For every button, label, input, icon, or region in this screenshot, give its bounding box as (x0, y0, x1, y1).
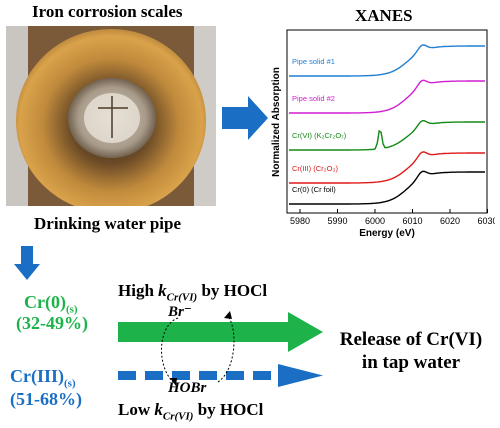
spectrum-line (289, 79, 485, 114)
legend-label: Cr(VI) (K₂Cr₂O₇) (292, 131, 347, 140)
release-text: Release of Cr(VI) in tap water (326, 328, 496, 374)
k-symbol: k (154, 400, 163, 419)
x-tick-label: 6020 (440, 216, 460, 226)
cycle-left (161, 317, 179, 383)
high-k-label: High kCr(VI) by HOCl (118, 281, 267, 303)
x-tick-label: 6030 (477, 216, 495, 226)
cr0-oxidation-arrow (118, 312, 323, 352)
cr3-percent: (51-68%) (10, 389, 82, 409)
release-line2: in tap water (361, 352, 461, 373)
x-tick-label: 5990 (327, 216, 347, 226)
release-line1: Release of Cr(VI) (339, 329, 483, 350)
hobr-label: HOBr (168, 380, 207, 396)
cycle-right (217, 315, 235, 383)
spectrum-line (289, 170, 485, 205)
photo-caption: Drinking water pipe (34, 214, 182, 233)
xanes-svg: Normalized Absorption Energy (eV) 5980 59… (271, 29, 498, 239)
y-axis-label: Normalized Absorption (271, 67, 282, 177)
k-symbol: k (158, 281, 167, 300)
cr0-percent: (32-49%) (16, 313, 88, 333)
by-hocl: by HOCl (197, 400, 264, 419)
cr3-name: Cr(III) (10, 366, 64, 386)
legend-label: Cr(III) (Cr₂O₃) (292, 164, 338, 173)
cr3-oxidation-arrow (118, 364, 323, 387)
cr3-label: Cr(III)(s) (10, 366, 76, 390)
xanes-title: XANES (355, 6, 413, 25)
legend-label: Pipe solid #2 (292, 94, 335, 103)
x-tick-label: 6010 (402, 216, 422, 226)
cr3-sub: (s) (64, 377, 76, 390)
legend-label: Pipe solid #1 (292, 57, 335, 66)
cr0-label: Cr(0)(s) (24, 292, 78, 316)
photo-title: Iron corrosion scales (32, 2, 183, 21)
arrow-right (222, 96, 270, 145)
cr0-sub: (s) (65, 303, 78, 316)
low-k-label: Low kCr(VI) by HOCl (118, 400, 263, 422)
pipe-photo (6, 26, 216, 206)
cr0-name: Cr(0) (24, 292, 66, 312)
k-subscript: Cr(VI) (166, 291, 198, 304)
low-word: Low (118, 400, 151, 419)
x-axis-label: Energy (eV) (359, 228, 415, 238)
high-word: High (118, 281, 154, 300)
k-subscript: Cr(VI) (162, 410, 194, 423)
spectrum-line (289, 44, 485, 77)
plot-frame (286, 29, 488, 214)
spectrum-line (289, 119, 485, 151)
reaction-arrows (118, 300, 328, 415)
x-tick-label: 6000 (365, 216, 385, 226)
xanes-chart: Normalized Absorption Energy (eV) 5980 59… (270, 28, 498, 243)
x-tick-label: 5980 (290, 216, 310, 226)
br-label: Br⁻ (168, 304, 192, 320)
arrow-down (14, 246, 40, 287)
legend-label: Cr(0) (Cr foil) (292, 185, 336, 194)
spectrum-line (289, 151, 485, 184)
by-hocl: by HOCl (201, 281, 268, 300)
